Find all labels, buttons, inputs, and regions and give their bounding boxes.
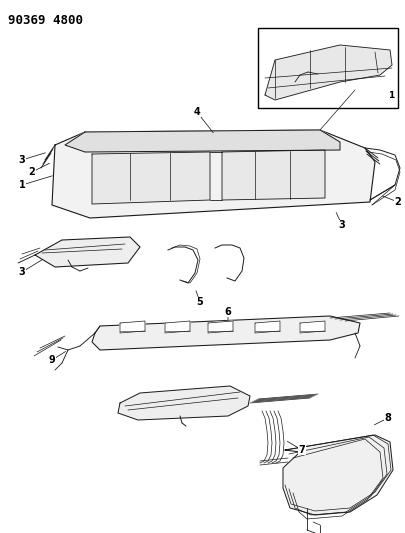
Text: 6: 6 — [224, 307, 231, 317]
Polygon shape — [299, 321, 324, 333]
Text: 2: 2 — [29, 167, 35, 177]
Text: 4: 4 — [193, 107, 200, 117]
Polygon shape — [92, 152, 209, 204]
Polygon shape — [118, 386, 249, 420]
Text: 3: 3 — [338, 220, 345, 230]
Polygon shape — [35, 237, 140, 267]
Polygon shape — [120, 321, 145, 333]
Polygon shape — [282, 435, 392, 515]
Polygon shape — [65, 130, 339, 152]
Text: 2: 2 — [394, 197, 401, 207]
Polygon shape — [207, 321, 232, 333]
Text: 5: 5 — [196, 297, 203, 307]
Polygon shape — [92, 316, 359, 350]
Text: 1: 1 — [19, 180, 25, 190]
Polygon shape — [52, 130, 374, 218]
Polygon shape — [164, 321, 190, 333]
Text: 3: 3 — [19, 267, 25, 277]
Text: 90369 4800: 90369 4800 — [8, 14, 83, 27]
Text: 3: 3 — [19, 155, 25, 165]
Text: 1: 1 — [387, 91, 393, 100]
Polygon shape — [222, 150, 324, 200]
Polygon shape — [254, 321, 279, 333]
Polygon shape — [264, 45, 391, 100]
Text: 7: 7 — [298, 445, 305, 455]
Text: 8: 8 — [384, 413, 390, 423]
Text: 9: 9 — [49, 355, 55, 365]
Bar — [257, 28, 397, 108]
